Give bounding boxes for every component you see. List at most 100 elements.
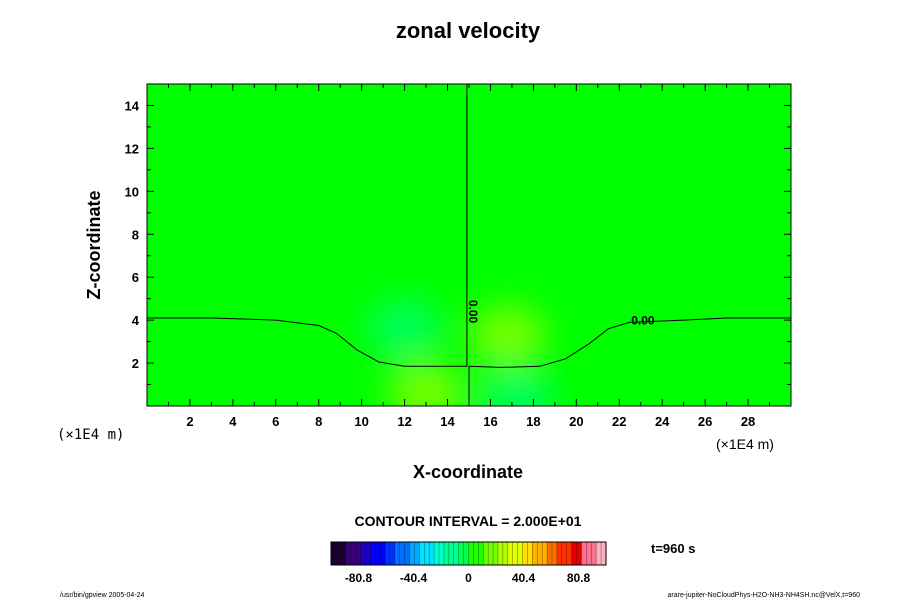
colorbar-cell — [502, 542, 509, 565]
y-tick-label: 12 — [125, 141, 139, 156]
x-axis-label: X-coordinate — [413, 462, 523, 482]
y-axis-label: Z-coordinate — [84, 190, 104, 299]
colorbar-cell — [365, 542, 371, 565]
colorbar-cell — [527, 542, 533, 565]
x-tick-label: 8 — [315, 414, 322, 429]
footer-left: /usr/bin/gpview 2005-04-24 — [60, 592, 145, 599]
anomaly-positive-1 — [388, 363, 465, 406]
colorbar-cell — [345, 542, 352, 565]
colorbar-tick-label: 40.4 — [512, 571, 536, 585]
colorbar-cell — [443, 542, 450, 565]
colorbar-cell — [419, 542, 425, 565]
plot-area: 0.00 0.00 — [147, 84, 791, 406]
x-axis-unit-label-right: (×1E4 m) — [716, 436, 774, 452]
colorbar-cell — [561, 542, 568, 565]
colorbar-cell — [439, 542, 445, 565]
anomaly-positive-2 — [469, 305, 546, 366]
colorbar: -80.8 -40.4 0 40.4 80.8 — [330, 541, 607, 585]
colorbar-cell — [335, 542, 342, 565]
colorbar-cell — [556, 542, 563, 565]
colorbar-cell — [331, 542, 337, 565]
colorbar-cell — [547, 542, 553, 565]
contour-line-1 — [468, 317, 791, 406]
y-tick-label: 6 — [132, 270, 139, 285]
colorbar-cell — [551, 542, 558, 565]
colorbar-cell — [463, 542, 470, 565]
y-tick-label: 4 — [132, 313, 140, 328]
colorbar-cell — [497, 542, 504, 565]
colorbar-cell — [389, 542, 396, 565]
colorbar-cell — [468, 542, 475, 565]
colorbar-cell — [581, 542, 587, 565]
colorbar-cell — [483, 542, 489, 565]
y-tick-label: 8 — [132, 227, 139, 242]
colorbar-cell — [601, 542, 607, 565]
y-tick-label: 14 — [125, 98, 140, 113]
x-tick-label: 26 — [698, 414, 712, 429]
colorbar-cell — [453, 542, 460, 565]
x-tick-label: 18 — [526, 414, 540, 429]
colorbar-cell — [340, 542, 347, 565]
colorbar-cell — [458, 542, 465, 565]
colorbar-frame — [330, 541, 607, 566]
chart-title: zonal velocity — [396, 18, 541, 43]
colorbar-cell — [399, 542, 406, 565]
colorbar-cell — [434, 542, 440, 565]
colorbar-cell — [532, 542, 538, 565]
colorbar-cell — [478, 542, 484, 565]
colorbar-tick-label: 0 — [465, 571, 472, 585]
contour-interval-text: CONTOUR INTERVAL = 2.000E+01 — [355, 513, 582, 529]
colorbar-cell — [493, 542, 499, 565]
plot-background — [147, 84, 791, 406]
x-tick-label: 20 — [569, 414, 583, 429]
colorbar-cell — [488, 542, 494, 565]
colorbar-cell — [576, 542, 583, 565]
anomaly-group — [366, 298, 555, 406]
anomaly-negative-0 — [366, 298, 443, 359]
colorbar-cell — [586, 542, 592, 565]
colorbar-cell — [355, 542, 362, 565]
anomaly-negative-3 — [478, 367, 555, 406]
colorbar-cell — [350, 542, 357, 565]
x-tick-label: 28 — [741, 414, 755, 429]
x-tick-label: 16 — [483, 414, 497, 429]
contour-label-0: 0.00 — [466, 300, 480, 324]
colorbar-cell — [473, 542, 479, 565]
colorbar-cell — [404, 542, 411, 565]
x-tick-label: 14 — [440, 414, 455, 429]
x-tick-label: 2 — [186, 414, 193, 429]
colorbar-cell — [537, 542, 543, 565]
colorbar-cell — [414, 542, 420, 565]
colorbar-cell — [522, 542, 529, 565]
colorbar-cell — [380, 542, 386, 565]
colorbar-tick-label: -80.8 — [345, 571, 373, 585]
colorbar-cell — [448, 542, 455, 565]
x-tick-label: 24 — [655, 414, 670, 429]
colorbar-cell — [370, 542, 376, 565]
x-tick-label: 4 — [229, 414, 237, 429]
plot-clip-group: 0.00 0.00 — [147, 84, 791, 406]
colorbar-cell — [429, 542, 435, 565]
colorbar-cell — [385, 542, 391, 565]
colorbar-cell — [512, 542, 519, 565]
colorbar-cell — [566, 542, 573, 565]
colorbar-tick-label: -40.4 — [400, 571, 428, 585]
contour-label-1: 0.00 — [631, 313, 655, 327]
colorbar-cell — [424, 542, 430, 565]
x-tick-label: 6 — [272, 414, 279, 429]
colorbar-cell — [542, 542, 548, 565]
colorbar-cell — [375, 542, 381, 565]
colorbar-cell — [596, 542, 602, 565]
y-tick-label: 10 — [125, 184, 139, 199]
colorbar-cell — [360, 542, 366, 565]
colorbar-cell — [409, 542, 416, 565]
x-tick-label: 12 — [397, 414, 411, 429]
x-tick-label: 10 — [354, 414, 368, 429]
time-label: t=960 s — [651, 541, 695, 556]
x-tick-label: 22 — [612, 414, 626, 429]
colorbar-cell — [571, 542, 578, 565]
colorbar-tick-label: 80.8 — [567, 571, 591, 585]
colorbar-cell — [507, 542, 514, 565]
